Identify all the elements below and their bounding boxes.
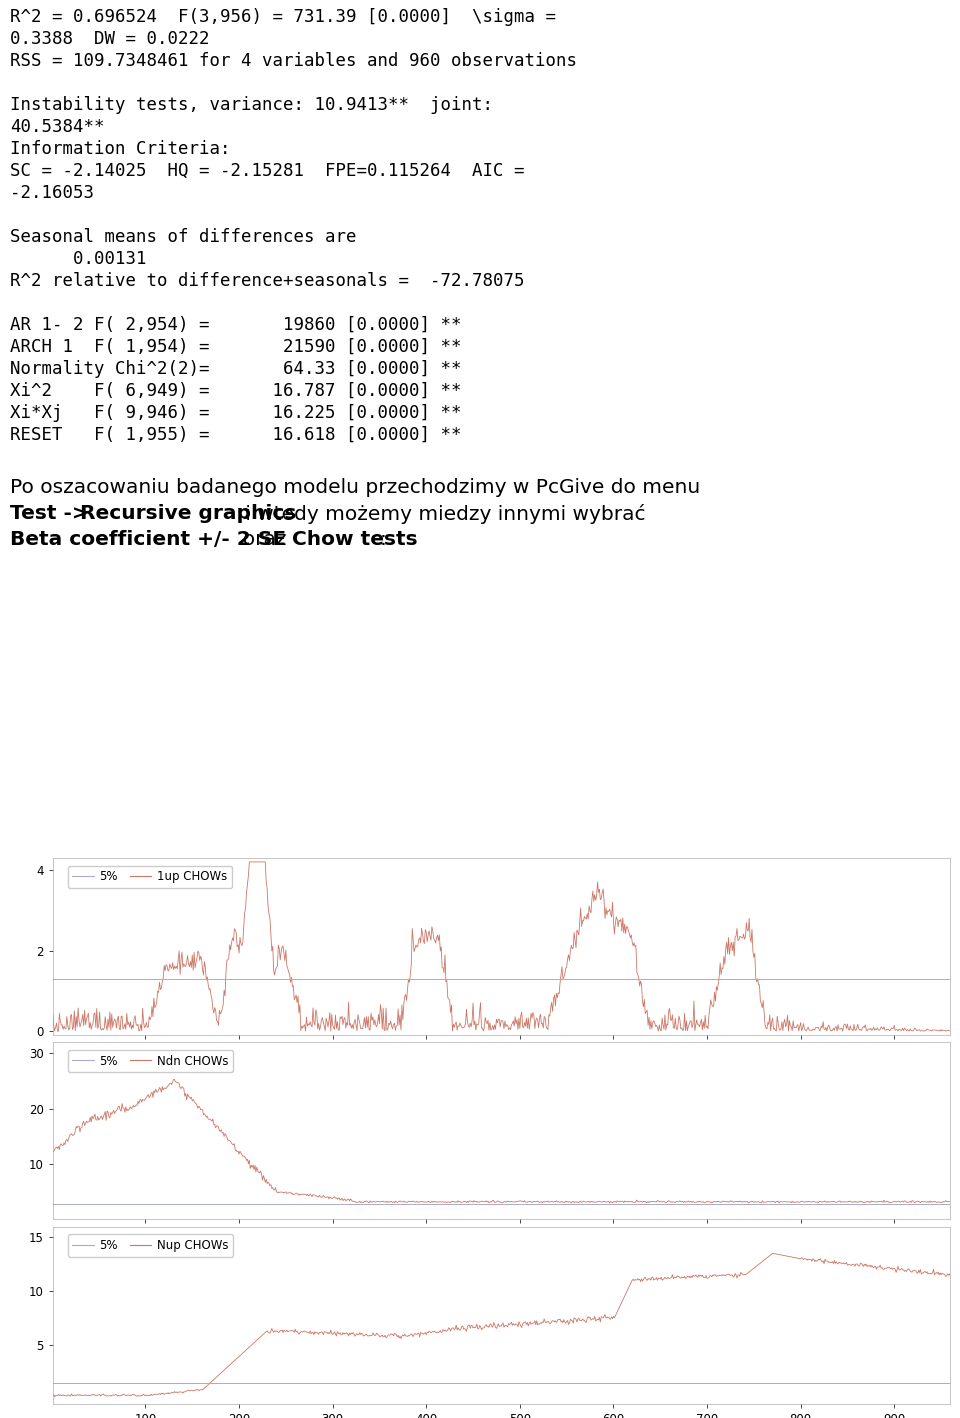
Text: Xi^2    F( 6,949) =      16.787 [0.0000] **: Xi^2 F( 6,949) = 16.787 [0.0000] ** bbox=[10, 381, 462, 400]
Text: -2.16053: -2.16053 bbox=[10, 184, 94, 201]
Text: 0.3388  DW = 0.0222: 0.3388 DW = 0.0222 bbox=[10, 30, 209, 48]
Text: Test ->: Test -> bbox=[10, 503, 96, 523]
Legend: 5%, Ndn CHOWs: 5%, Ndn CHOWs bbox=[67, 1049, 233, 1072]
Text: Recursive graphics: Recursive graphics bbox=[81, 503, 297, 523]
Text: Po oszacowaniu badanego modelu przechodzimy w PcGive do menu: Po oszacowaniu badanego modelu przechodz… bbox=[10, 478, 700, 496]
Text: :: : bbox=[379, 530, 387, 549]
Legend: 5%, 1up CHOWs: 5%, 1up CHOWs bbox=[67, 865, 232, 888]
Text: Xi*Xj   F( 9,946) =      16.225 [0.0000] **: Xi*Xj F( 9,946) = 16.225 [0.0000] ** bbox=[10, 404, 462, 423]
Text: R^2 = 0.696524  F(3,956) = 731.39 [0.0000]  \sigma =: R^2 = 0.696524 F(3,956) = 731.39 [0.0000… bbox=[10, 9, 556, 26]
Text: 40.5384**: 40.5384** bbox=[10, 118, 105, 136]
Text: Chow tests: Chow tests bbox=[292, 530, 418, 549]
Text: Normality Chi^2(2)=       64.33 [0.0000] **: Normality Chi^2(2)= 64.33 [0.0000] ** bbox=[10, 360, 462, 379]
Text: RESET   F( 1,955) =      16.618 [0.0000] **: RESET F( 1,955) = 16.618 [0.0000] ** bbox=[10, 425, 462, 444]
Legend: 5%, Nup CHOWs: 5%, Nup CHOWs bbox=[67, 1234, 233, 1256]
Text: Information Criteria:: Information Criteria: bbox=[10, 140, 230, 157]
Text: RSS = 109.7348461 for 4 variables and 960 observations: RSS = 109.7348461 for 4 variables and 96… bbox=[10, 52, 577, 69]
Text: oraz: oraz bbox=[230, 530, 293, 549]
Text: ARCH 1  F( 1,954) =       21590 [0.0000] **: ARCH 1 F( 1,954) = 21590 [0.0000] ** bbox=[10, 337, 462, 356]
Text: Instability tests, variance: 10.9413**  joint:: Instability tests, variance: 10.9413** j… bbox=[10, 96, 493, 113]
Text: R^2 relative to difference+seasonals =  -72.78075: R^2 relative to difference+seasonals = -… bbox=[10, 272, 524, 291]
Text: 0.00131: 0.00131 bbox=[10, 250, 147, 268]
Text: i wtedy możemy miedzy innymi wybrać: i wtedy możemy miedzy innymi wybrać bbox=[239, 503, 645, 525]
Text: AR 1- 2 F( 2,954) =       19860 [0.0000] **: AR 1- 2 F( 2,954) = 19860 [0.0000] ** bbox=[10, 316, 462, 335]
Text: SC = -2.14025  HQ = -2.15281  FPE=0.115264  AIC =: SC = -2.14025 HQ = -2.15281 FPE=0.115264… bbox=[10, 162, 524, 180]
Text: Seasonal means of differences are: Seasonal means of differences are bbox=[10, 228, 356, 245]
Text: Beta coefficient +/- 2 SE: Beta coefficient +/- 2 SE bbox=[10, 530, 286, 549]
